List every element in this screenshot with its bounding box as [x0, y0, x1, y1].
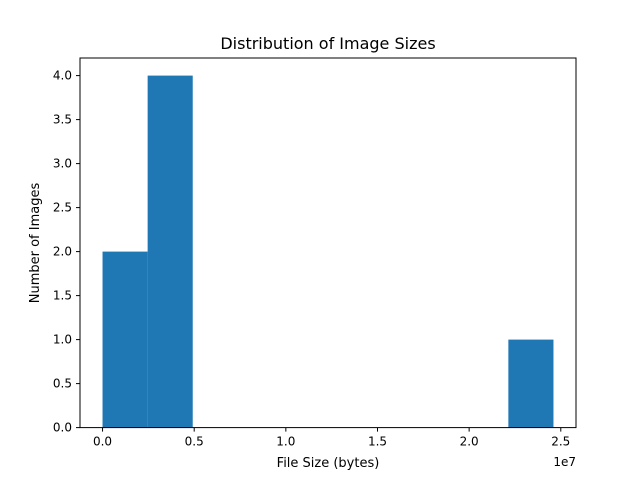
y-tick-label: 3.0 [53, 157, 72, 171]
chart-title: Distribution of Image Sizes [220, 34, 435, 53]
y-tick-label: 1.5 [53, 289, 72, 303]
x-tick-label: 2.0 [460, 435, 479, 449]
y-tick-label: 1.0 [53, 333, 72, 347]
plot-area-frame [79, 57, 577, 429]
histogram-bar-0 [102, 251, 148, 428]
x-tick-label: 2.5 [551, 435, 570, 449]
y-tick-label: 2.0 [53, 245, 72, 259]
y-tick-label: 0.5 [53, 377, 72, 391]
bars-layer [102, 75, 554, 428]
x-axis-label: File Size (bytes) [277, 456, 380, 471]
x-tick-label: 0.0 [93, 435, 112, 449]
y-tick-label: 4.0 [53, 69, 72, 83]
y-tick-label: 0.0 [53, 421, 72, 435]
x-tick-label: 0.5 [185, 435, 204, 449]
y-axis-ticks: 0.0 0.5 1.0 1.5 2.0 2.5 3.0 3.5 4.0 [53, 69, 80, 435]
x-tick-label: 1.0 [276, 435, 295, 449]
y-tick-label: 2.5 [53, 201, 72, 215]
y-tick-label: 3.5 [53, 113, 72, 127]
histogram-bar-1 [147, 75, 193, 428]
x-axis-offset-label: 1e7 [553, 455, 576, 469]
x-tick-label: 1.5 [368, 435, 387, 449]
histogram-bar-9 [508, 339, 554, 428]
y-axis-label: Number of Images [28, 183, 43, 304]
x-axis-ticks: 0.0 0.5 1.0 1.5 2.0 2.5 [93, 427, 570, 449]
